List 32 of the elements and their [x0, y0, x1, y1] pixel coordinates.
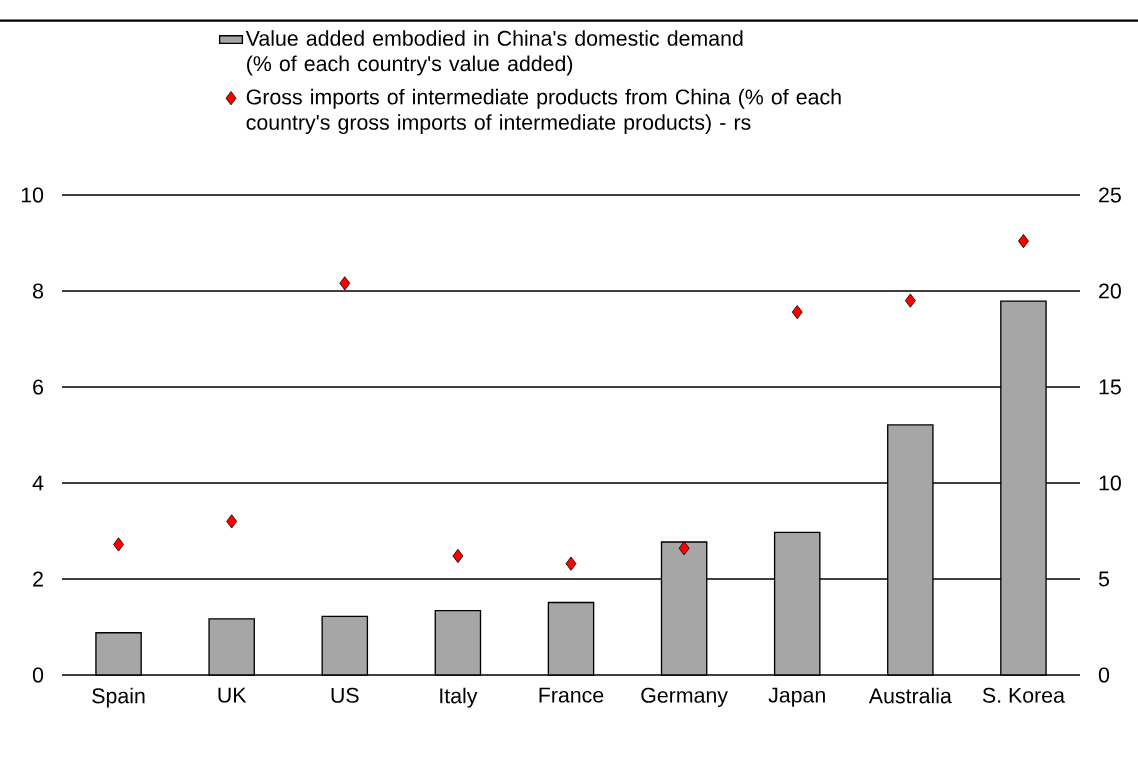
- y2-tick-label: 15: [1099, 379, 1121, 395]
- x-tick-label: S. Korea: [982, 687, 1065, 703]
- point: [1018, 234, 1029, 249]
- x-tick-label: Japan: [768, 687, 825, 707]
- y2-tick-label: 20: [1099, 283, 1121, 299]
- y2-tick-label: 5: [1098, 571, 1110, 587]
- point: [904, 293, 916, 308]
- x-tick-label: Spain: [92, 687, 145, 708]
- y-tick-label: 0: [32, 667, 44, 683]
- y2-tick-label: 25: [1099, 187, 1121, 203]
- y-tick-label: 8: [33, 283, 44, 299]
- point: [452, 548, 464, 564]
- y-tick-label: 6: [33, 379, 44, 395]
- x-tick-label: France: [539, 687, 604, 703]
- point: [339, 276, 351, 291]
- x-tick-label: Germany: [641, 687, 728, 708]
- y2-tick-label: 10: [1099, 475, 1121, 491]
- legend-label: Value added embodied in China's domestic demand (% of each country's value added): [245, 30, 743, 76]
- x-tick-label: US: [331, 687, 359, 703]
- point: [226, 514, 238, 529]
- y2-tick-label: 0: [1098, 667, 1110, 683]
- legend-label: Gross imports of intermediate products from China (% of each country's gross imports of intermediate products) - rs: [246, 88, 841, 135]
- y-tick-label: 2: [33, 571, 43, 587]
- y-tick-label: 4: [32, 475, 44, 491]
- x-tick-label: Australia: [868, 687, 952, 704]
- x-tick-label: UK: [218, 687, 247, 703]
- y-tick-label: 10: [21, 187, 44, 203]
- x-tick-label: Italy: [440, 687, 478, 708]
- point: [678, 541, 690, 556]
- point: [113, 537, 124, 552]
- point: [565, 556, 577, 571]
- point: [791, 305, 803, 320]
